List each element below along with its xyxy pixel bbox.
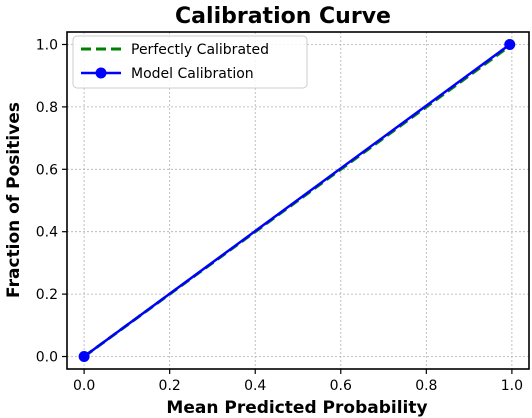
x-tick-label: 0.4	[244, 378, 266, 394]
legend-label-perfectly-calibrated: Perfectly Calibrated	[131, 42, 269, 58]
y-axis-label: Fraction of Positives	[4, 102, 24, 298]
x-tick-label: 0.8	[415, 378, 437, 394]
x-axis: 0.0 0.2 0.4 0.6 0.8 1.0	[73, 369, 523, 394]
x-axis-label: Mean Predicted Probability	[166, 398, 427, 418]
x-tick-label: 0.0	[73, 378, 95, 394]
y-axis: 0.0 0.2 0.4 0.6 0.8 1.0	[36, 37, 67, 366]
x-tick-label: 0.6	[330, 378, 352, 394]
chart-title: Calibration Curve	[175, 4, 391, 29]
legend-box	[72, 35, 308, 89]
x-tick-label: 0.2	[159, 378, 181, 394]
y-tick-label: 1.0	[36, 37, 58, 53]
series-line-model-calibration	[83, 43, 511, 358]
y-tick-label: 0.2	[36, 287, 58, 303]
legend-marker-model-calibration	[95, 67, 107, 79]
data-point-model-calibration	[504, 38, 516, 50]
y-tick-label: 0.0	[36, 350, 58, 366]
series-layer	[78, 38, 516, 363]
y-tick-label: 0.4	[36, 225, 58, 241]
plot-frame	[66, 31, 530, 370]
legend: Perfectly Calibrated Model Calibration	[72, 35, 308, 89]
data-point-model-calibration	[78, 351, 90, 363]
legend-label-model-calibration: Model Calibration	[131, 66, 254, 82]
y-tick-label: 0.8	[36, 100, 58, 116]
y-tick-label: 0.6	[36, 162, 58, 178]
x-tick-label: 1.0	[501, 378, 523, 394]
